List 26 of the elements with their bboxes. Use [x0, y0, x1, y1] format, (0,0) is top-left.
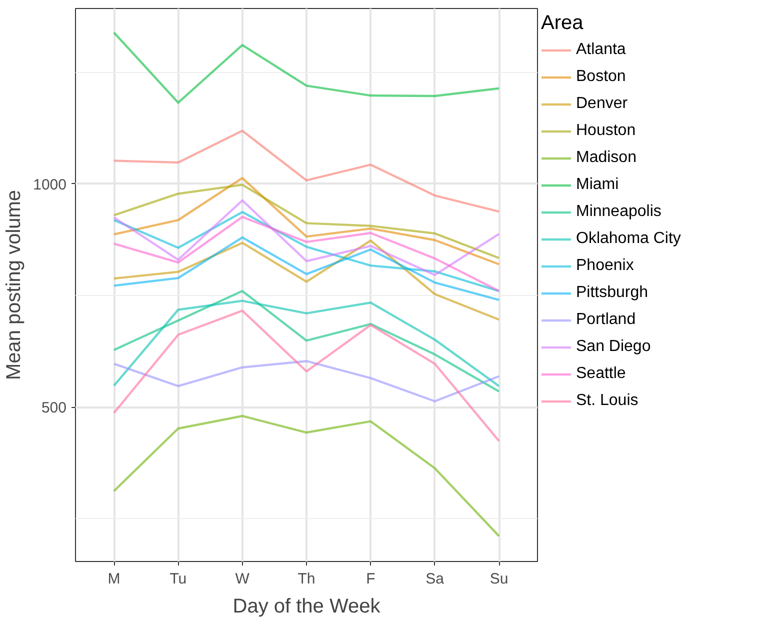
legend-label: Denver — [576, 95, 628, 113]
y-tick-label: 1000 — [33, 176, 67, 194]
legend-label: St. Louis — [576, 392, 638, 410]
legend-label: Portland — [576, 311, 636, 329]
legend-label: Phoenix — [576, 257, 634, 275]
legend-label: Atlanta — [576, 41, 626, 59]
y-axis-title: Mean posting volume — [3, 190, 26, 380]
x-tick-label: F — [366, 570, 376, 588]
x-tick-label: Tu — [170, 570, 187, 588]
legend-label: Madison — [576, 149, 636, 167]
x-tick-label: Sa — [426, 570, 445, 588]
legend-title: Area — [541, 12, 584, 35]
legend-label: Oklahoma City — [576, 230, 681, 248]
legend-label: Boston — [576, 68, 626, 86]
legend-label: Houston — [576, 122, 636, 140]
x-tick-label: Th — [298, 570, 316, 588]
x-tick-label: M — [108, 570, 120, 588]
legend-label: Minneapolis — [576, 203, 662, 221]
legend-label: Pittsburgh — [576, 284, 648, 302]
x-tick-label: Su — [490, 570, 508, 588]
legend-label: Seattle — [576, 365, 626, 383]
legend-label: Miami — [576, 176, 619, 194]
y-tick-label: 500 — [41, 400, 67, 417]
x-tick-label: W — [235, 570, 250, 588]
x-axis-title: Day of the Week — [232, 596, 382, 618]
legend-label: San Diego — [576, 338, 651, 356]
